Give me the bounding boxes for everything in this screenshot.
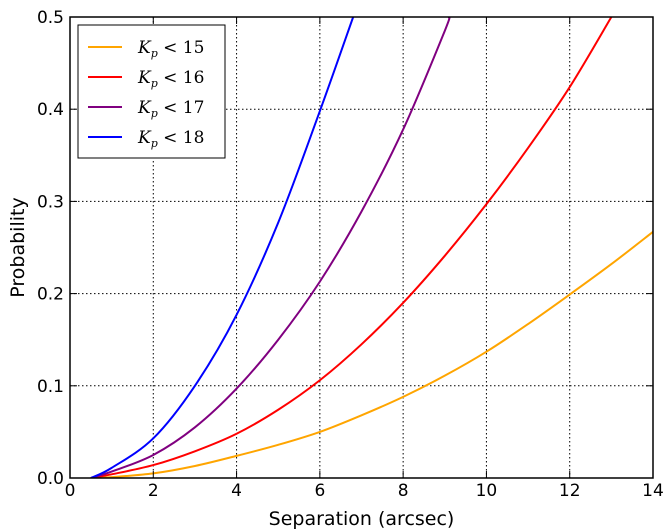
plot-frame	[69, 16, 654, 479]
y-tick-label: 0.2	[37, 285, 64, 305]
series-lines	[90, 17, 653, 478]
legend-symbol: K	[137, 98, 152, 118]
legend-rest: < 16	[158, 68, 205, 88]
x-tick-label: 14	[642, 481, 664, 501]
y-tick-labels: 0.0 0.1 0.2 0.3 0.4 0.5	[37, 8, 64, 489]
legend-subscript: p	[151, 77, 158, 90]
axis-ticks	[69, 16, 654, 479]
x-tick-label: 10	[476, 481, 498, 501]
legend-subscript: p	[151, 47, 158, 60]
legend-label: Kp < 15	[137, 38, 204, 60]
x-tick-label: 6	[314, 481, 325, 501]
series-line-4	[90, 17, 355, 478]
legend-label: Kp < 17	[137, 98, 204, 120]
y-tick-label: 0.0	[37, 469, 64, 489]
y-tick-label: 0.3	[37, 192, 64, 212]
y-tick-label: 0.4	[37, 100, 64, 120]
legend-label: Kp < 18	[137, 128, 204, 150]
series-line-3	[90, 17, 451, 478]
x-tick-label: 8	[398, 481, 409, 501]
legend-subscript: p	[151, 107, 158, 120]
x-tick-label: 4	[231, 481, 242, 501]
legend-rest: < 15	[158, 38, 205, 58]
y-tick-label: 0.1	[37, 377, 64, 397]
legend-symbol: K	[137, 38, 152, 58]
legend-symbol: K	[137, 128, 152, 148]
x-tick-label: 12	[559, 481, 581, 501]
legend-symbol: K	[137, 68, 152, 88]
series-line-1	[90, 231, 653, 478]
x-tick-labels: 0 2 4 6 8 10 12 14	[65, 481, 664, 501]
y-axis-label: Probability	[7, 197, 29, 297]
x-tick-label: 0	[65, 481, 76, 501]
legend-rest: < 18	[158, 128, 205, 148]
series-line-2	[90, 17, 613, 478]
legend-subscript: p	[151, 137, 158, 150]
x-tick-label: 2	[148, 481, 159, 501]
legend-rest: < 17	[158, 98, 205, 118]
y-tick-label: 0.5	[37, 8, 64, 28]
x-axis-label: Separation (arcsec)	[269, 508, 455, 530]
legend-label: Kp < 16	[137, 68, 204, 90]
